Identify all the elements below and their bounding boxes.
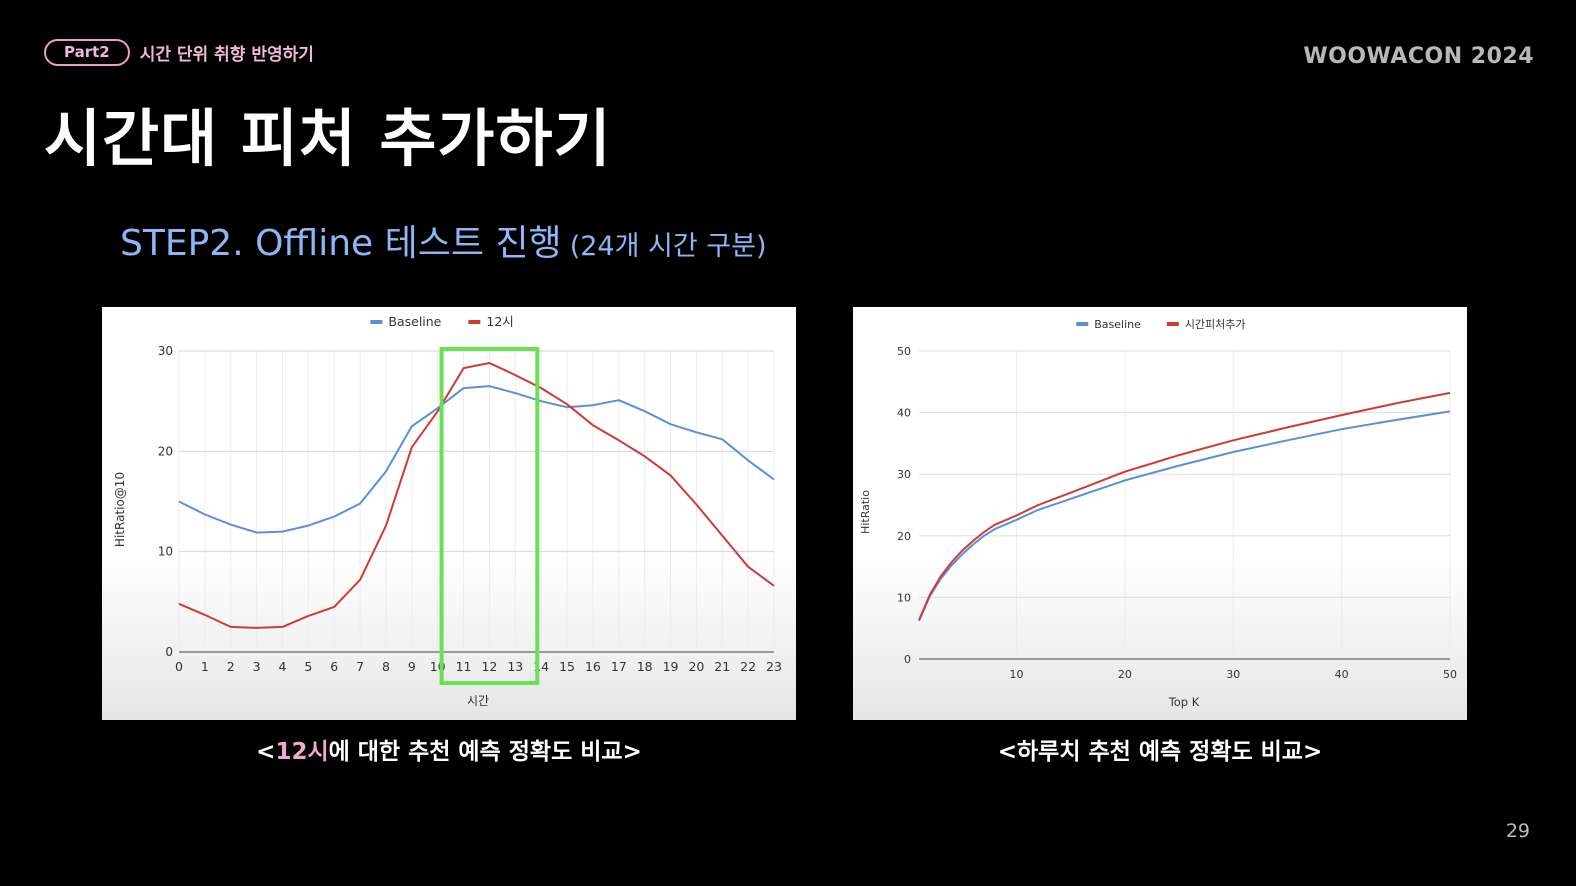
section-header: Part2 시간 단위 취향 반영하기 [44,38,314,66]
part-badge: Part2 [44,38,130,66]
x-tick-label: 20 [688,659,704,674]
x-tick-label: 2 [227,659,235,674]
page-title: 시간대 피처 추가하기 [44,102,612,175]
x-tick-label: 23 [766,659,782,674]
series-line [178,362,775,629]
y-axis-title: HitRatio@10 [113,472,127,547]
legend-swatch [1076,322,1089,326]
x-tick-label: 15 [559,659,575,674]
x-tick-label: 19 [663,659,679,674]
x-tick-label: 12 [481,659,497,674]
x-tick-label: 22 [740,659,756,674]
caption-rest: 에 대한 추천 예측 정확도 비교> [328,739,642,765]
x-tick-label: 4 [279,659,287,674]
caption-open: < [256,739,276,765]
hourly-hitratio-chart: 0 10 20 30 0 1 2 3 4 5 6 7 8 9 10 11 12 13 14 15 16 17 18 19 20 2… [102,307,796,720]
x-tick-label: 9 [408,659,416,674]
x-tick-label: 5 [304,659,312,674]
topk-chart-svg: 0 10 20 30 40 50 10 20 30 40 50 Top K HitRatio Baseli… [853,307,1467,720]
topk-hitratio-chart: 0 10 20 30 40 50 10 20 30 40 50 Top K HitRatio Baseli… [853,307,1467,720]
grid-lines [919,350,1451,660]
series-line [918,391,1451,621]
right-chart-caption: <하루치 추천 예측 정확도 비교> [997,739,1323,765]
legend-swatch [1166,322,1179,326]
legend-swatch [468,320,481,324]
x-tick-label: 20 [1118,668,1132,681]
step-title: STEP2. Offline 테스트 진행 [120,223,562,264]
y-tick-label: 0 [904,653,911,666]
legend-label: 시간피처추가 [1185,318,1246,331]
x-tick-label: 21 [714,659,730,674]
chart-background [853,307,1467,720]
series-feature [918,391,1451,621]
x-tick-label: 18 [637,659,653,674]
x-tick-label: 17 [611,659,627,674]
x-tick-label: 7 [356,659,364,674]
y-tick-label: 50 [897,345,911,358]
x-tick-label: 30 [1226,668,1240,681]
legend-label: Baseline [1094,318,1141,331]
chart-legend: Baseline 시간피처추가 [1076,318,1246,331]
brand-logo: WOOWACON 2024 [1303,44,1534,69]
y-tick-label: 20 [158,444,173,458]
series-line [918,410,1451,622]
y-tick-labels: 0 10 20 30 [158,344,173,659]
x-tick-label: 6 [330,659,338,674]
x-axis-title: 시간 [467,694,489,708]
x-tick-label: 1 [201,659,209,674]
page-number: 29 [1505,820,1530,842]
step-subtitle: (24개 시간 구분) [569,231,767,262]
caption-highlight: 12시 [275,739,329,765]
x-tick-label: 10 [1010,668,1024,681]
x-tick-label: 8 [382,659,390,674]
y-tick-label: 30 [158,344,173,358]
highlight-box [439,347,540,685]
x-tick-label: 40 [1335,668,1349,681]
part-title: 시간 단위 취향 반영하기 [139,44,314,65]
legend-label: 12시 [486,314,513,329]
y-tick-label: 10 [897,591,911,604]
step-heading: STEP2. Offline 테스트 진행 (24개 시간 구분) [120,214,766,266]
y-tick-label: 30 [897,468,911,481]
x-tick-labels: 10 20 30 40 50 [1010,668,1457,681]
chart-background [102,307,796,720]
x-tick-label: 50 [1443,668,1457,681]
series-line [178,385,775,534]
y-tick-label: 0 [165,645,173,659]
y-tick-labels: 0 10 20 30 40 50 [897,345,911,666]
series-baseline [918,410,1451,622]
legend-swatch [370,320,383,324]
y-tick-label: 10 [158,545,173,559]
x-tick-label: 3 [253,659,261,674]
y-tick-label: 20 [897,530,911,543]
x-axis-title: Top K [1168,695,1200,709]
x-tick-label: 11 [456,659,472,674]
series-feature [178,362,775,629]
legend-label: Baseline [388,314,441,329]
y-axis-title: HitRatio [859,490,872,534]
y-tick-label: 40 [897,407,911,420]
x-tick-label: 0 [175,659,183,674]
left-chart-caption: <12시에 대한 추천 예측 정확도 비교> [102,732,796,766]
x-tick-label: 13 [507,659,523,674]
x-tick-label: 16 [585,659,601,674]
series-baseline [178,385,775,534]
chart-legend: Baseline 12시 [370,314,514,329]
